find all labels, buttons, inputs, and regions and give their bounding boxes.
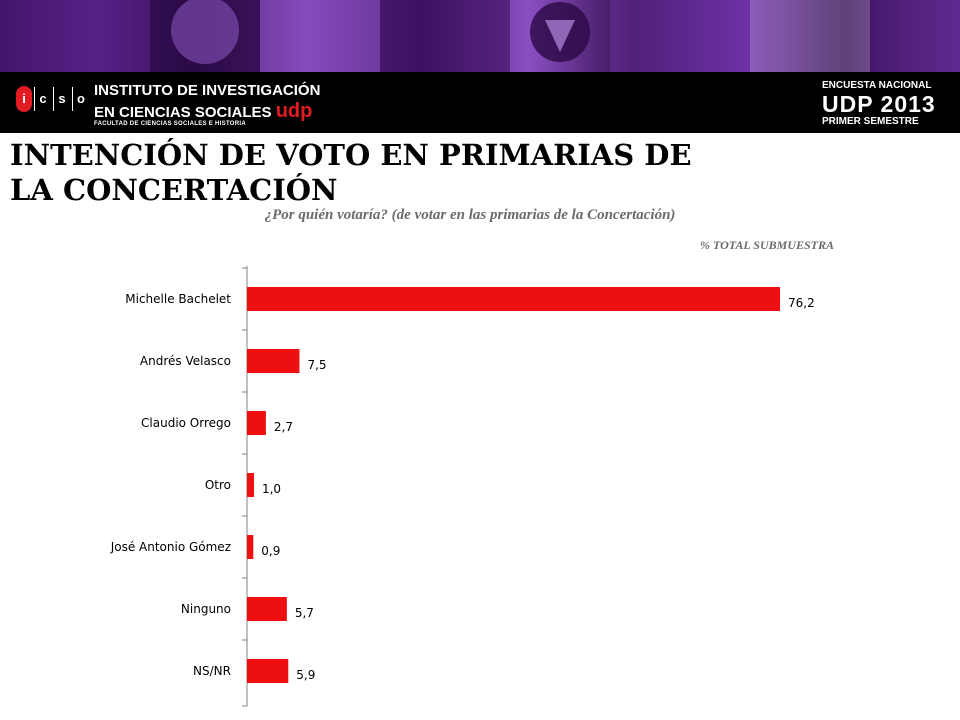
bar: [247, 473, 254, 497]
bar: [247, 597, 287, 621]
survey-label: ENCUESTA NACIONAL: [822, 80, 932, 91]
bar-value-label: 2,7: [274, 420, 293, 434]
bar-value-label: 1,0: [262, 482, 281, 496]
header-banner: i c s o INSTITUTO DE INVESTIGACIÓN EN CI…: [0, 0, 960, 133]
logo-letter-o: o: [77, 91, 85, 106]
logo-letter-s: s: [58, 91, 66, 106]
bar: [247, 535, 254, 559]
bar-value-label: 0,9: [261, 544, 280, 558]
category-label: Claudio Orrego: [141, 416, 231, 430]
icso-logo: i c s o: [16, 86, 88, 112]
survey-badge: ENCUESTA NACIONAL UDP 2013 PRIMER SEMEST…: [822, 80, 942, 128]
institute-name-line2-text: EN CIENCIAS SOCIALES: [94, 104, 272, 121]
bar-value-label: 5,9: [296, 668, 315, 682]
logo-letter-c: c: [39, 91, 47, 106]
logo-separator: [72, 87, 73, 111]
udp-brand: udp: [275, 100, 313, 122]
question-subtitle: ¿Por quién votaría? (de votar en las pri…: [264, 207, 676, 223]
logo-row: i c s o INSTITUTO DE INVESTIGACIÓN EN CI…: [0, 72, 960, 133]
category-label: Ninguno: [181, 602, 231, 616]
slide-title: INTENCIÓN DE VOTO EN PRIMARIAS DE LA CON…: [10, 138, 692, 207]
institute-name-line2: EN CIENCIAS SOCIALES udp: [94, 100, 312, 123]
category-label: Andrés Velasco: [140, 354, 231, 368]
category-label: José Antonio Gómez: [110, 540, 231, 554]
bar: [247, 411, 266, 435]
unit-note: % TOTAL SUBMUESTRA: [699, 238, 834, 252]
logo-separator: [34, 87, 35, 111]
logo-separator: [53, 87, 54, 111]
logo-letter-i: i: [16, 86, 32, 112]
category-label: Otro: [205, 478, 231, 492]
photo-collage: [0, 0, 960, 72]
survey-year: UDP 2013: [822, 91, 936, 117]
photo-collage-art: [0, 0, 960, 72]
bar-value-label: 5,7: [295, 606, 314, 620]
bar: [247, 349, 300, 373]
faculty-name: FACULTAD DE CIENCIAS SOCIALES E HISTORIA: [94, 121, 247, 127]
survey-period: PRIMER SEMESTRE: [822, 116, 919, 127]
category-label: Michelle Bachelet: [125, 292, 231, 306]
institute-name-line1: INSTITUTO DE INVESTIGACIÓN: [94, 82, 321, 99]
category-label: NS/NR: [193, 664, 231, 678]
bar-value-label: 7,5: [307, 358, 326, 372]
bar-value-label: 76,2: [788, 296, 815, 310]
bar: [247, 659, 289, 683]
bar: [247, 287, 780, 311]
